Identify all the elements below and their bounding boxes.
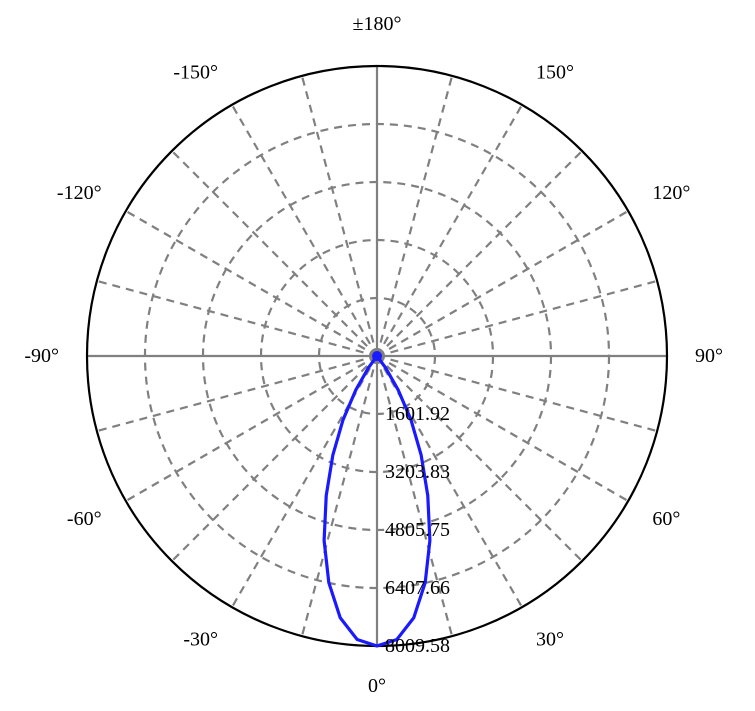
- angle-label: 30°: [536, 628, 564, 650]
- polar-chart: 1601.92 3203.83 4805.75 6407.66 8009.58 ±180°…: [0, 0, 755, 711]
- angle-label: 0°: [368, 675, 386, 697]
- radial-label: 3203.83: [385, 461, 450, 483]
- radial-label: 4805.75: [385, 519, 450, 541]
- angle-label: -150°: [173, 62, 218, 84]
- angle-label: 60°: [652, 508, 680, 530]
- angle-label: 90°: [695, 345, 723, 367]
- angle-label: -120°: [57, 182, 102, 204]
- angle-label: -60°: [67, 508, 102, 530]
- angle-label: -90°: [24, 345, 59, 367]
- angle-label: 150°: [536, 62, 574, 84]
- polar-chart-svg: 1601.92 3203.83 4805.75 6407.66 8009.58 ±180°…: [0, 0, 755, 711]
- angle-label: 120°: [652, 182, 690, 204]
- radial-label: 1601.92: [385, 403, 450, 425]
- radial-label: 6407.66: [385, 577, 450, 599]
- radial-label: 8009.58: [385, 635, 450, 657]
- angle-label: ±180°: [353, 13, 402, 35]
- angle-label: -30°: [183, 628, 218, 650]
